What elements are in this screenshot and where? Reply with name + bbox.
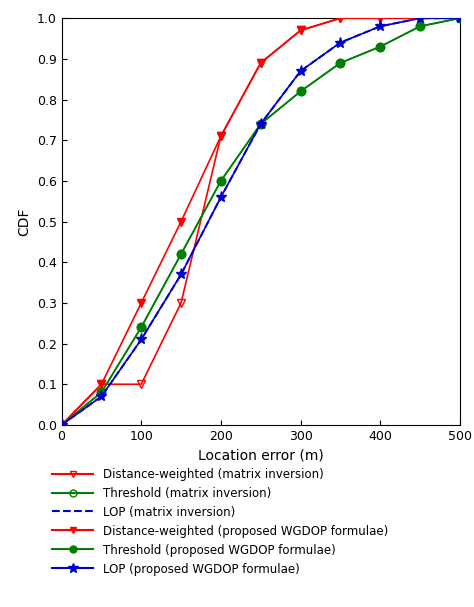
Y-axis label: CDF: CDF — [17, 208, 31, 236]
Legend: Distance-weighted (matrix inversion), Threshold (matrix inversion), LOP (matrix : Distance-weighted (matrix inversion), Th… — [52, 468, 388, 576]
X-axis label: Location error (m): Location error (m) — [198, 449, 324, 463]
